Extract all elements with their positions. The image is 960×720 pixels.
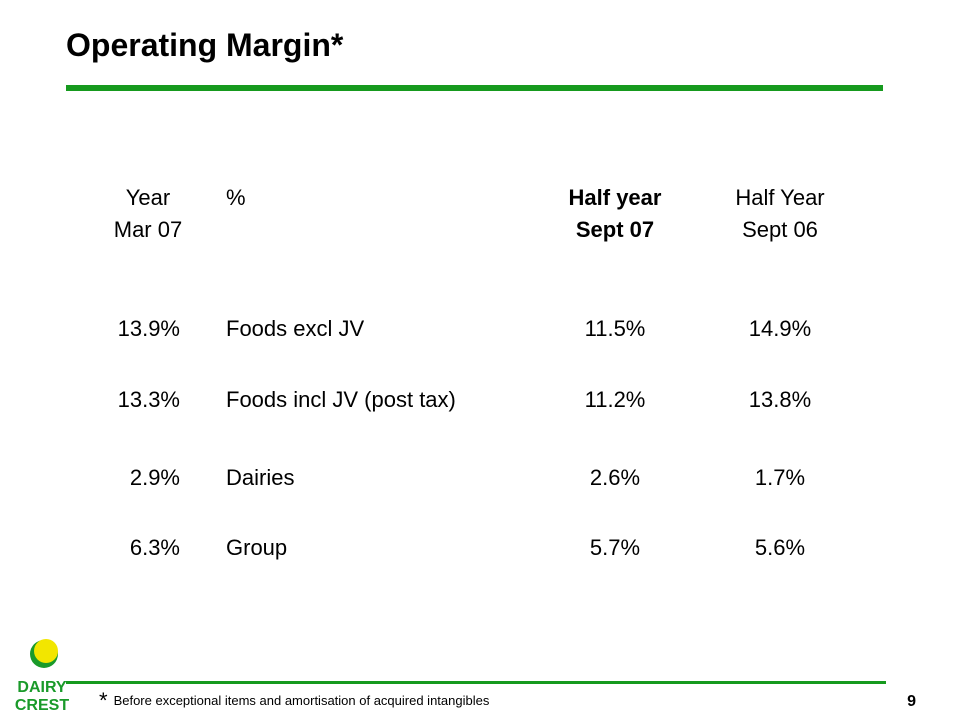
row-foods-incl-jv-sept06: 13.8%: [748, 387, 812, 412]
header-half-year-line1: Half year: [568, 185, 662, 210]
header-percent: %: [226, 185, 246, 210]
slide-title: Operating Margin*: [66, 27, 344, 63]
dairy-crest-logo: DAIRY CREST: [15, 639, 69, 714]
header-half-year-line2: Sept 07: [575, 217, 655, 242]
row-group-label: Group: [226, 535, 288, 560]
header-half-year-sept06: Half Year Sept 06: [665, 182, 895, 246]
row-foods-excl-jv-mar07: 13.9%: [117, 316, 180, 341]
logo-sun: [34, 639, 58, 663]
logo-text-line1: DAIRY: [17, 679, 67, 696]
header-year-line1: Year: [125, 185, 171, 210]
row-foods-excl-jv-sept07: 11.5%: [584, 316, 646, 341]
row-group-mar07: 6.3%: [129, 535, 180, 560]
row-foods-incl-jv-sept07: 11.2%: [584, 387, 646, 412]
row-dairies-label: Dairies: [226, 465, 295, 490]
row-foods-excl-jv-sept06: 14.9%: [748, 316, 812, 341]
footnote: * Before exceptional items and amortisati…: [99, 688, 489, 714]
header-year-line2: Mar 07: [113, 217, 183, 242]
row-foods-incl-jv-mar07: 13.3%: [117, 387, 180, 412]
header-half-year-06-line1: Half Year: [735, 185, 825, 210]
row-group-sept07: 5.7%: [589, 535, 641, 560]
row-dairies-mar07: 2.9%: [129, 465, 180, 490]
title-underline: [66, 85, 883, 91]
row-dairies-sept07: 2.6%: [589, 465, 641, 490]
row-group-sept06: 5.6%: [754, 535, 806, 560]
header-half-year-06-line2: Sept 06: [742, 217, 818, 242]
row-foods-excl-jv-label: Foods excl JV: [226, 316, 365, 341]
logo-text-line2: CREST: [15, 697, 69, 714]
footer-rule: [66, 681, 886, 684]
row-foods-incl-jv-label: Foods incl JV (post tax): [226, 387, 456, 412]
footnote-marker: *: [99, 688, 108, 713]
header-year-mar07: Year Mar 07: [48, 182, 248, 246]
page-number: 9: [907, 693, 916, 710]
row-dairies-sept06: 1.7%: [754, 465, 806, 490]
footnote-text: Before exceptional items and amortisatio…: [113, 693, 490, 708]
header-half-year-sept07: Half year Sept 07: [500, 182, 730, 246]
